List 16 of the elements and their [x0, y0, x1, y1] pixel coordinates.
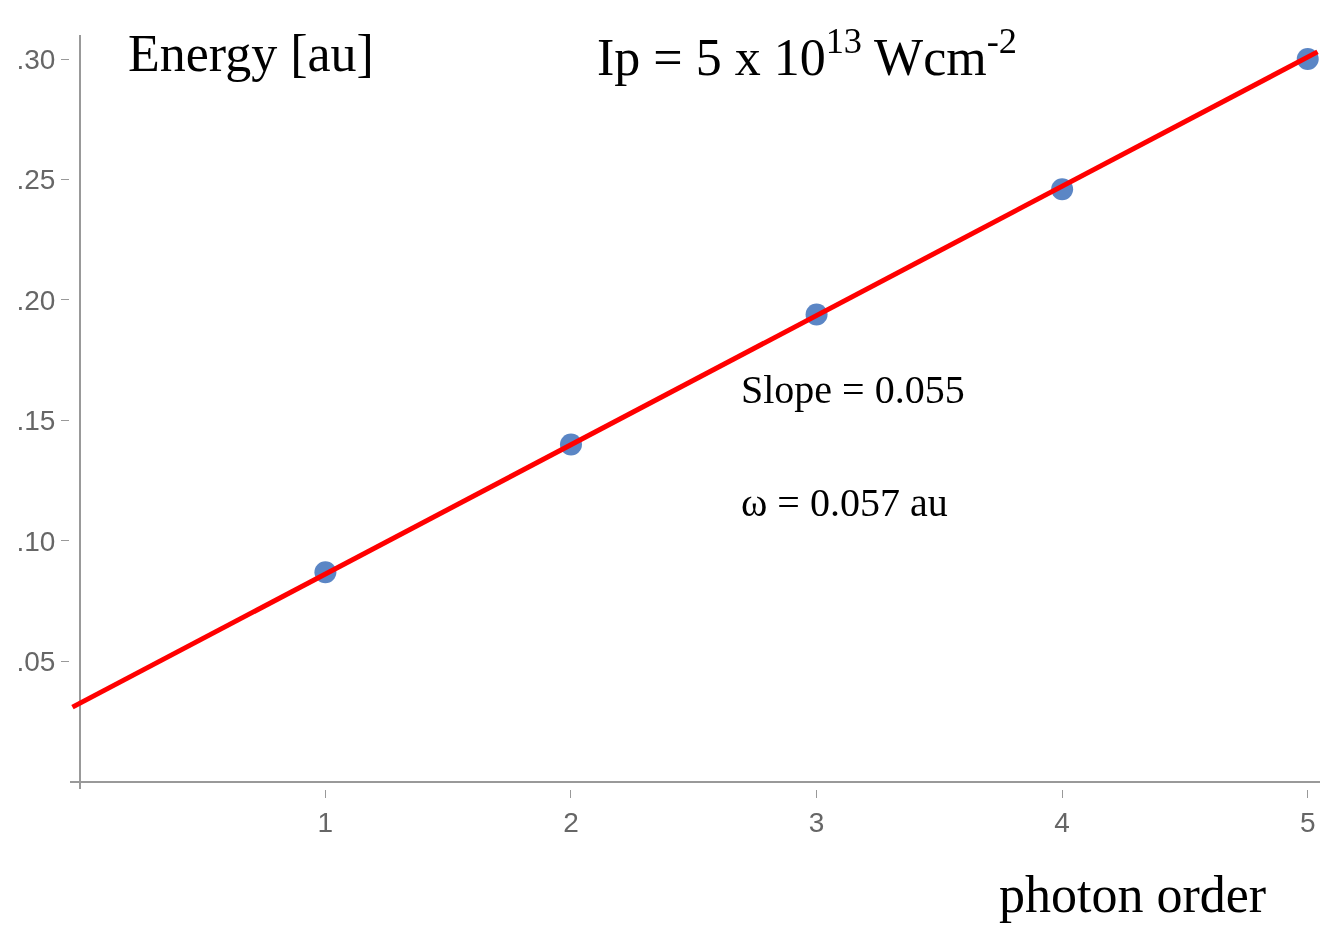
annotation: Slope = 0.055 [741, 367, 965, 412]
x-tick-label: 3 [808, 806, 825, 838]
y-tick-label: .05 [16, 646, 56, 678]
y-tick-label: .15 [16, 405, 56, 437]
annotation: ω = 0.057 au [741, 480, 948, 525]
x-tick-label: 5 [1299, 806, 1316, 838]
x-tick-label: 2 [563, 806, 579, 838]
y-tick-label: .30 [16, 43, 56, 75]
x-tick-label: 4 [1054, 806, 1070, 838]
y-axis-title: Energy [au] [128, 25, 374, 82]
y-tick-label: .25 [16, 164, 56, 196]
x-axis-title: photon order [999, 866, 1267, 923]
chart-title: Ip = 5 x 10$^{13}$ Wcm$^{-2}$ [597, 21, 1018, 86]
y-tick-label: .10 [16, 525, 56, 557]
x-tick-label: 1 [317, 806, 334, 838]
y-tick-label: .20 [16, 284, 56, 316]
